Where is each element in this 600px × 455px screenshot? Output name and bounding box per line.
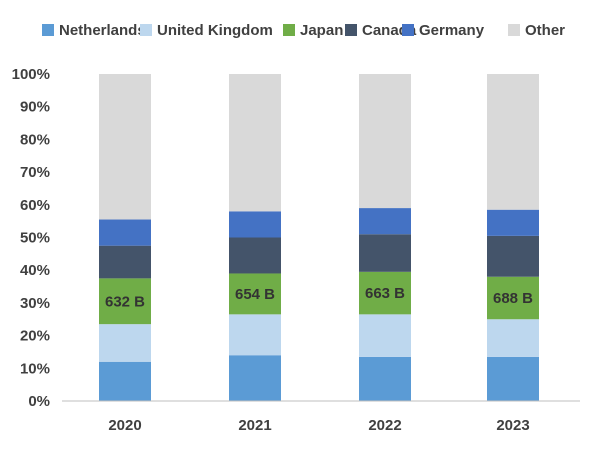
bar-segment-germany-2020 — [99, 219, 151, 246]
bar-segment-other-2020 — [99, 74, 151, 220]
bar-segment-netherlands-2020 — [99, 361, 151, 401]
legend-label-united-kingdom: United Kingdom — [157, 22, 273, 39]
legend-swatch-netherlands — [42, 24, 54, 36]
legend-label-netherlands: Netherlands — [59, 22, 146, 39]
bar-segment-canada-2022 — [359, 234, 411, 272]
legend-label-japan: Japan — [300, 22, 343, 39]
x-tick-label: 2020 — [108, 417, 141, 434]
bar-segment-germany-2023 — [487, 209, 539, 236]
legend-label-germany: Germany — [419, 22, 485, 39]
legend-swatch-japan — [283, 24, 295, 36]
bar-segment-other-2023 — [487, 74, 539, 210]
bar-segment-netherlands-2021 — [229, 355, 281, 401]
y-tick-label: 90% — [20, 99, 50, 116]
bar-segment-canada-2023 — [487, 235, 539, 277]
y-tick-label: 60% — [20, 197, 50, 214]
data-label-2022: 663 B — [365, 285, 405, 302]
bar-segment-other-2022 — [359, 74, 411, 209]
bar-segment-japan-2023 — [487, 276, 539, 320]
y-tick-label: 30% — [20, 295, 50, 312]
legend-label-other: Other — [525, 22, 565, 39]
bar-segment-united-kingdom-2020 — [99, 324, 151, 362]
y-tick-label: 70% — [20, 164, 50, 181]
y-tick-label: 50% — [20, 230, 50, 247]
y-tick-label: 20% — [20, 328, 50, 345]
legend-swatch-germany — [402, 24, 414, 36]
bar-segment-canada-2021 — [229, 237, 281, 274]
bar-segment-united-kingdom-2022 — [359, 314, 411, 357]
bar-segment-japan-2022 — [359, 271, 411, 315]
x-tick-label: 2023 — [496, 417, 529, 434]
y-tick-label: 40% — [20, 262, 50, 279]
legend: Netherlands United Kingdom Japan Canada Germ… — [42, 22, 565, 39]
bar-segment-united-kingdom-2021 — [229, 314, 281, 356]
data-label-2020: 632 B — [105, 293, 145, 310]
data-label-2021: 654 B — [235, 286, 275, 303]
x-tick-label: 2022 — [368, 417, 401, 434]
legend-swatch-canada — [345, 24, 357, 36]
legend-swatch-other — [508, 24, 520, 36]
bar-segment-germany-2021 — [229, 211, 281, 238]
data-label-2023: 688 B — [493, 290, 533, 307]
x-tick-label: 2021 — [238, 417, 271, 434]
bar-segment-japan-2021 — [229, 273, 281, 315]
y-tick-label: 80% — [20, 131, 50, 148]
bar-segment-netherlands-2022 — [359, 356, 411, 401]
y-tick-label: 10% — [20, 360, 50, 377]
bar-segment-germany-2022 — [359, 208, 411, 235]
bar-segment-united-kingdom-2023 — [487, 319, 539, 357]
bar-segment-other-2021 — [229, 74, 281, 212]
y-tick-label: 100% — [12, 66, 50, 83]
legend-swatch-united-kingdom — [140, 24, 152, 36]
bar-segment-netherlands-2023 — [487, 356, 539, 401]
bar-segment-canada-2020 — [99, 245, 151, 279]
y-tick-label: 0% — [28, 393, 50, 410]
bar-segment-japan-2020 — [99, 278, 151, 325]
